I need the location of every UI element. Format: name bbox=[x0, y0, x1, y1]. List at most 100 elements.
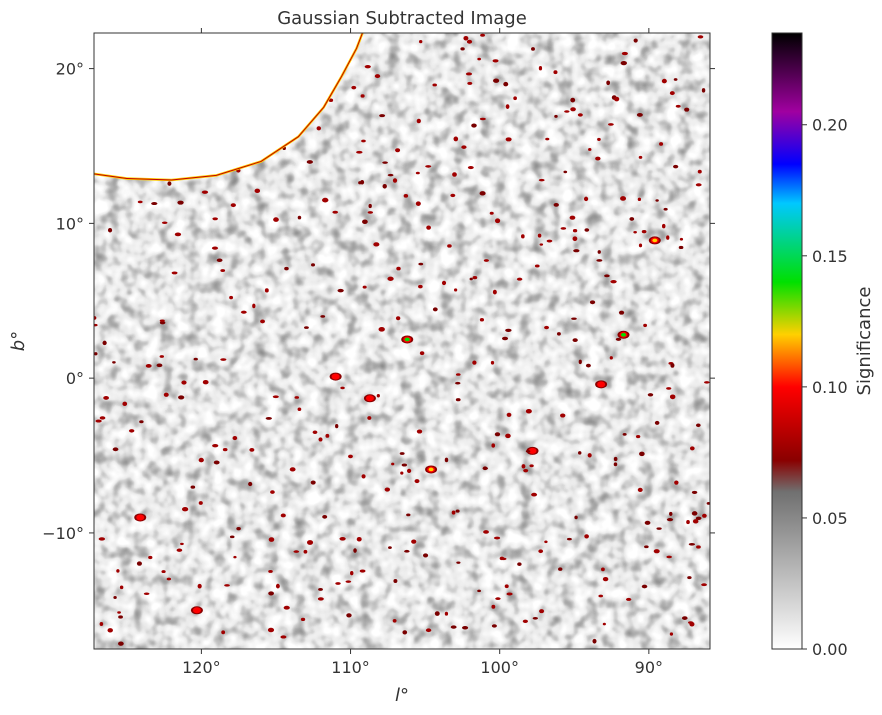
speckle bbox=[539, 609, 545, 614]
speckle bbox=[620, 196, 627, 201]
speckle bbox=[554, 114, 558, 118]
speckle bbox=[362, 285, 367, 289]
speckle bbox=[491, 443, 496, 448]
speckle bbox=[240, 310, 247, 314]
speckle bbox=[553, 70, 558, 75]
speckle bbox=[641, 584, 648, 589]
speckle bbox=[407, 468, 412, 474]
speckle bbox=[503, 81, 509, 87]
speckle bbox=[367, 416, 372, 420]
speckle bbox=[139, 420, 144, 424]
speckle bbox=[107, 628, 113, 633]
hotspot-core bbox=[333, 374, 339, 379]
speckle bbox=[592, 638, 597, 644]
speckle bbox=[691, 490, 698, 495]
speckle bbox=[522, 619, 528, 623]
speckle bbox=[539, 243, 544, 246]
speckle bbox=[402, 630, 408, 635]
speckle bbox=[356, 150, 363, 154]
speckle bbox=[171, 271, 178, 275]
speckle bbox=[482, 466, 488, 471]
speckle bbox=[613, 456, 618, 462]
speckle bbox=[490, 360, 495, 365]
speckle bbox=[556, 332, 561, 336]
speckle bbox=[688, 621, 694, 624]
speckle bbox=[702, 513, 707, 518]
speckle bbox=[521, 464, 526, 469]
x-axis-label: l° bbox=[395, 685, 409, 706]
speckle bbox=[416, 429, 423, 434]
speckle bbox=[275, 583, 280, 589]
speckle bbox=[637, 197, 642, 202]
speckle bbox=[382, 161, 388, 164]
speckle bbox=[597, 250, 601, 254]
speckle bbox=[318, 437, 323, 442]
speckle bbox=[588, 147, 592, 151]
speckle bbox=[174, 232, 182, 237]
speckle bbox=[444, 457, 449, 463]
speckle bbox=[506, 592, 513, 596]
speckle bbox=[577, 113, 583, 117]
colorbar-label: Significance bbox=[854, 287, 875, 396]
speckle bbox=[531, 47, 535, 51]
speckle bbox=[455, 381, 461, 385]
y-tick-label: 20° bbox=[56, 60, 84, 79]
speckle bbox=[492, 59, 499, 63]
y-axis-label: b° bbox=[8, 331, 29, 351]
speckle bbox=[212, 444, 219, 448]
speckle bbox=[466, 39, 473, 44]
speckle bbox=[564, 110, 570, 113]
speckle bbox=[220, 269, 226, 272]
speckle bbox=[505, 137, 512, 142]
speckle bbox=[270, 490, 275, 494]
speckle bbox=[469, 277, 473, 281]
speckle bbox=[122, 401, 128, 406]
speckle bbox=[553, 202, 559, 207]
speckle bbox=[233, 555, 237, 559]
speckle bbox=[415, 201, 421, 206]
speckle bbox=[359, 569, 366, 573]
speckle bbox=[686, 520, 690, 525]
speckle bbox=[653, 549, 660, 554]
speckle bbox=[254, 188, 261, 194]
speckle bbox=[361, 474, 366, 479]
masked-region bbox=[94, 33, 363, 181]
speckle bbox=[691, 511, 698, 516]
speckle bbox=[181, 506, 189, 512]
x-tick-label: 90° bbox=[635, 658, 663, 677]
speckle bbox=[704, 381, 710, 384]
speckle bbox=[574, 515, 578, 520]
speckle bbox=[293, 550, 300, 553]
speckle bbox=[268, 570, 273, 573]
speckle bbox=[418, 284, 423, 289]
speckle bbox=[376, 394, 380, 398]
speckle bbox=[284, 266, 289, 271]
hotspot-core bbox=[598, 382, 604, 387]
speckle bbox=[351, 85, 357, 90]
speckle bbox=[414, 479, 420, 484]
speckle bbox=[340, 386, 345, 390]
speckle bbox=[531, 492, 538, 497]
speckle bbox=[453, 136, 459, 142]
speckle bbox=[441, 280, 447, 286]
speckle bbox=[268, 537, 275, 542]
speckle bbox=[696, 545, 701, 549]
speckle bbox=[666, 387, 672, 390]
speckle bbox=[452, 172, 457, 177]
speckle bbox=[523, 468, 529, 473]
speckle bbox=[102, 340, 107, 346]
speckle bbox=[494, 218, 501, 224]
speckle bbox=[661, 78, 667, 84]
speckle bbox=[332, 210, 339, 214]
speckle bbox=[455, 509, 460, 513]
speckle bbox=[221, 630, 226, 635]
colorbar-ticks: 0.00 0.05 0.10 0.15 0.20 bbox=[802, 116, 848, 659]
speckle bbox=[455, 398, 461, 402]
speckle bbox=[666, 555, 672, 559]
speckle bbox=[310, 480, 316, 485]
speckle bbox=[339, 537, 346, 541]
speckle bbox=[655, 199, 659, 202]
speckle bbox=[166, 577, 172, 581]
chart-title: Gaussian Subtracted Image bbox=[277, 8, 527, 29]
speckle bbox=[674, 480, 679, 485]
